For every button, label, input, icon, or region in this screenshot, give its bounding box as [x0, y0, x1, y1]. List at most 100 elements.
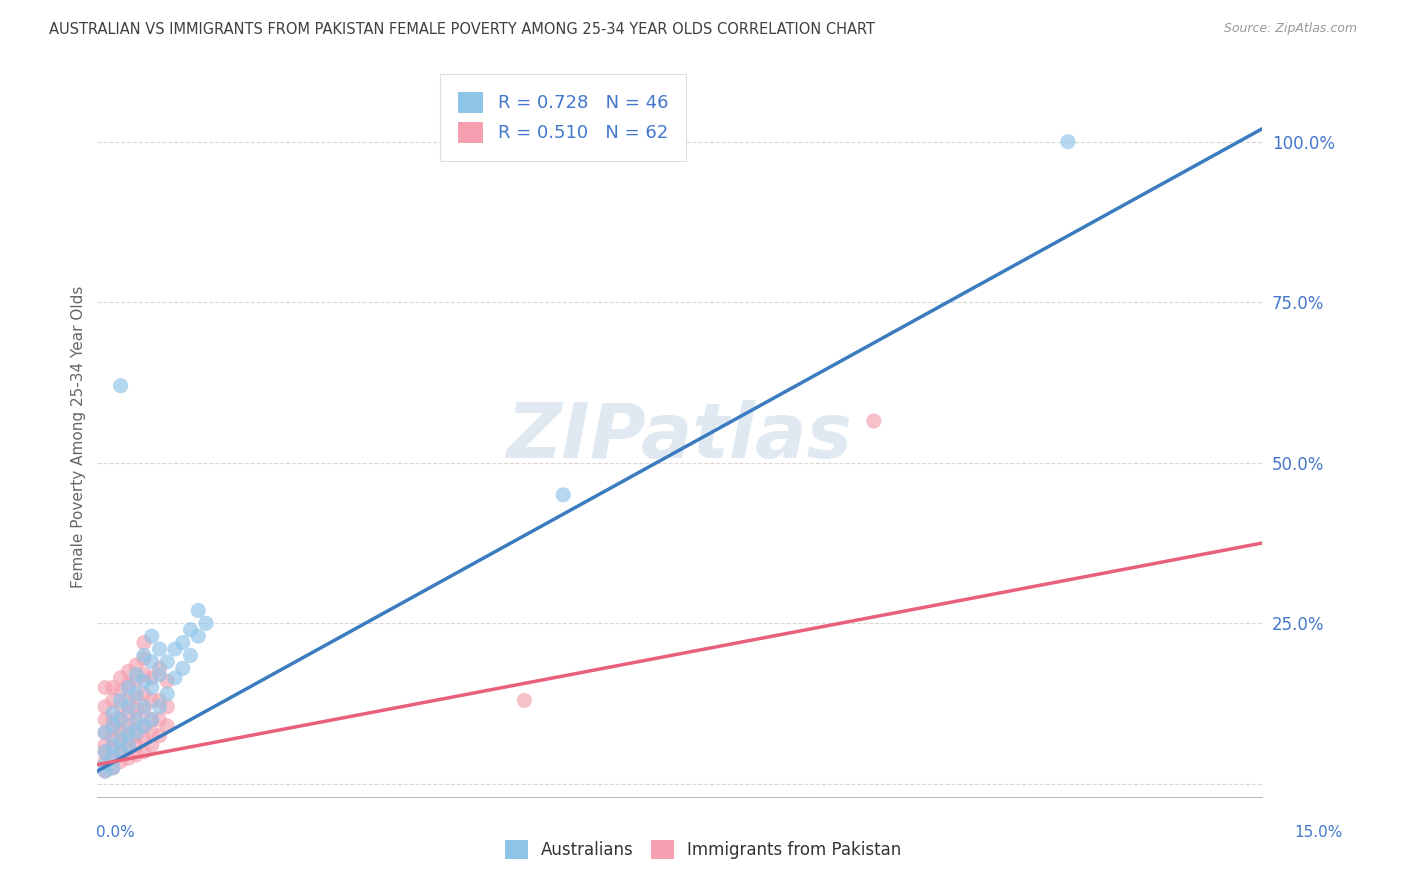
- Point: [117, 693, 139, 707]
- Point: [513, 693, 536, 707]
- Text: ZIPatlas: ZIPatlas: [506, 401, 852, 474]
- Point: [110, 735, 132, 749]
- Point: [110, 699, 132, 714]
- Point: [141, 725, 163, 739]
- Point: [94, 725, 117, 739]
- Point: [125, 703, 148, 717]
- Point: [94, 757, 117, 772]
- Point: [187, 629, 209, 643]
- Point: [132, 731, 155, 746]
- Point: [187, 603, 209, 617]
- Point: [110, 378, 132, 392]
- Y-axis label: Female Poverty Among 25-34 Year Olds: Female Poverty Among 25-34 Year Olds: [72, 286, 86, 588]
- Text: 15.0%: 15.0%: [1295, 825, 1343, 840]
- Point: [148, 693, 170, 707]
- Point: [117, 665, 139, 679]
- Point: [94, 745, 117, 759]
- Point: [110, 713, 132, 727]
- Point: [117, 741, 139, 756]
- Point: [141, 713, 163, 727]
- Point: [156, 687, 179, 701]
- Text: 0.0%: 0.0%: [96, 825, 135, 840]
- Point: [110, 745, 132, 759]
- Point: [148, 667, 170, 681]
- Point: [125, 674, 148, 689]
- Point: [94, 681, 117, 695]
- Point: [148, 661, 170, 675]
- Point: [148, 713, 170, 727]
- Text: AUSTRALIAN VS IMMIGRANTS FROM PAKISTAN FEMALE POVERTY AMONG 25-34 YEAR OLDS CORR: AUSTRALIAN VS IMMIGRANTS FROM PAKISTAN F…: [49, 22, 875, 37]
- Point: [101, 706, 124, 721]
- Point: [117, 677, 139, 691]
- Point: [101, 731, 124, 746]
- Point: [101, 751, 124, 765]
- Point: [125, 725, 148, 739]
- Point: [172, 661, 194, 675]
- Point: [125, 739, 148, 753]
- Point: [94, 713, 117, 727]
- Point: [141, 655, 163, 669]
- Point: [110, 671, 132, 685]
- Point: [94, 739, 117, 753]
- Point: [117, 699, 139, 714]
- Point: [101, 751, 124, 765]
- Point: [163, 671, 186, 685]
- Point: [101, 681, 124, 695]
- Point: [553, 488, 575, 502]
- Point: [125, 687, 148, 701]
- Point: [101, 693, 124, 707]
- Point: [132, 648, 155, 663]
- Point: [117, 751, 139, 765]
- Point: [94, 699, 117, 714]
- Point: [148, 699, 170, 714]
- Point: [156, 699, 179, 714]
- Point: [125, 747, 148, 762]
- Point: [125, 715, 148, 730]
- Point: [156, 655, 179, 669]
- Point: [148, 729, 170, 743]
- Point: [195, 616, 218, 631]
- Text: Source: ZipAtlas.com: Source: ZipAtlas.com: [1223, 22, 1357, 36]
- Point: [125, 713, 148, 727]
- Point: [141, 713, 163, 727]
- Point: [163, 642, 186, 657]
- Point: [132, 719, 155, 733]
- Point: [110, 725, 132, 739]
- Point: [125, 658, 148, 673]
- Point: [132, 674, 155, 689]
- Point: [156, 674, 179, 689]
- Point: [94, 745, 117, 759]
- Point: [180, 623, 202, 637]
- Point: [117, 731, 139, 746]
- Point: [141, 671, 163, 685]
- Point: [94, 725, 117, 739]
- Point: [156, 719, 179, 733]
- Point: [180, 648, 202, 663]
- Point: [132, 635, 155, 649]
- Point: [101, 719, 124, 733]
- Point: [132, 745, 155, 759]
- Point: [110, 755, 132, 769]
- Point: [110, 745, 132, 759]
- Point: [101, 739, 124, 753]
- Point: [110, 713, 132, 727]
- Point: [141, 693, 163, 707]
- Point: [110, 693, 132, 707]
- Point: [101, 761, 124, 775]
- Point: [117, 706, 139, 721]
- Point: [862, 414, 884, 428]
- Point: [101, 741, 124, 756]
- Point: [132, 703, 155, 717]
- Point: [132, 687, 155, 701]
- Point: [94, 764, 117, 778]
- Point: [125, 690, 148, 705]
- Point: [117, 719, 139, 733]
- Point: [101, 723, 124, 737]
- Point: [125, 667, 148, 681]
- Point: [110, 683, 132, 698]
- Point: [132, 719, 155, 733]
- Point: [117, 725, 139, 739]
- Point: [132, 651, 155, 665]
- Point: [132, 667, 155, 681]
- Point: [141, 681, 163, 695]
